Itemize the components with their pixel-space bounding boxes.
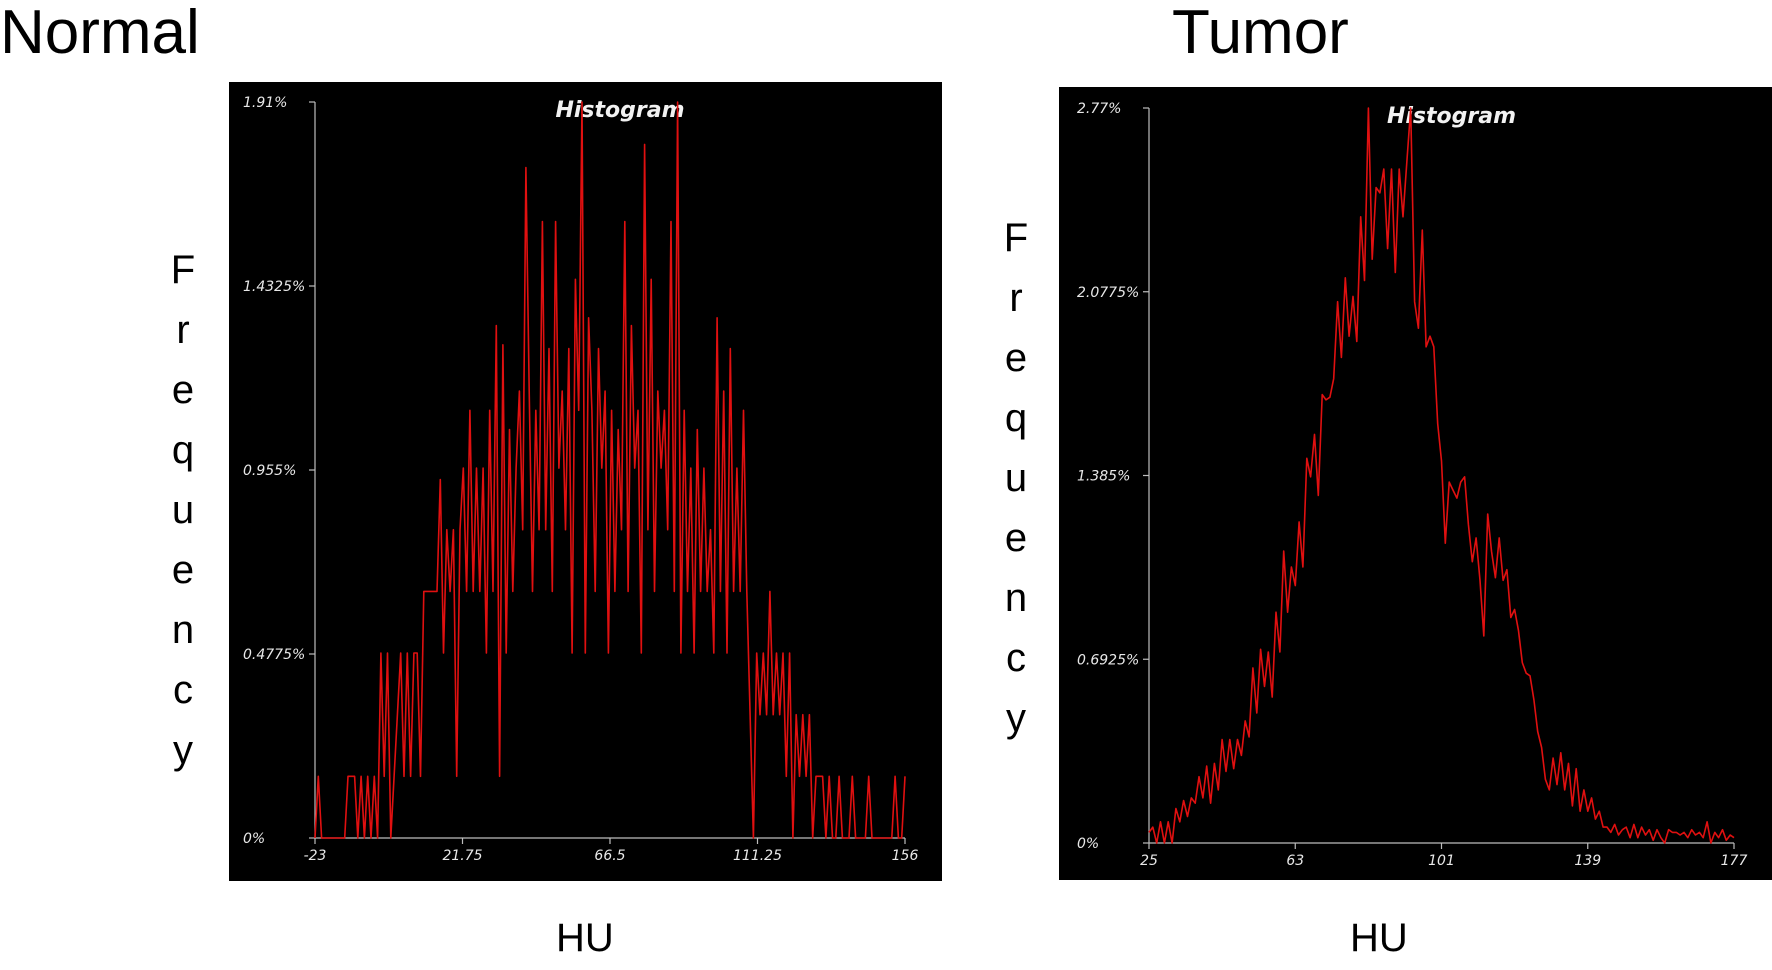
chart-title: Histogram bbox=[555, 98, 684, 123]
x-tick-label: 156 bbox=[892, 848, 919, 864]
x-tick-label: 21.75 bbox=[442, 848, 482, 864]
x-tick-label: 177 bbox=[1721, 853, 1748, 869]
y-tick-label: 0% bbox=[1077, 836, 1099, 852]
x-axis-label-normal: HU bbox=[556, 916, 614, 960]
y-tick-label: 1.385% bbox=[1077, 469, 1130, 485]
x-tick-label: -23 bbox=[304, 848, 327, 864]
y-tick-label: 1.4325% bbox=[243, 279, 305, 295]
panel-title-tumor: Tumor bbox=[1172, 0, 1349, 67]
y-tick-label: 0.955% bbox=[243, 463, 296, 479]
x-tick-label: 139 bbox=[1574, 853, 1601, 869]
y-tick-label: 2.0775% bbox=[1077, 285, 1139, 301]
histogram-chart-tumor: 0% 0.6925% 1.385% 2.0775% 2.77% 25 63 101 139 177… bbox=[1059, 87, 1772, 880]
chart-title: Histogram bbox=[1387, 104, 1516, 129]
y-tick-label: 2.77% bbox=[1077, 101, 1121, 117]
series-line bbox=[1148, 107, 1735, 844]
x-tick-label: 101 bbox=[1428, 853, 1455, 869]
y-tick-label: 0.6925% bbox=[1077, 652, 1139, 668]
y-tick-label: 0% bbox=[243, 831, 265, 847]
x-tick-label: 111.25 bbox=[733, 848, 782, 864]
series-line bbox=[314, 101, 906, 839]
x-tick-label: 66.5 bbox=[594, 848, 625, 864]
x-tick-label: 63 bbox=[1286, 853, 1304, 869]
histogram-chart-normal: 0% 0.4775% 0.955% 1.4325% 1.91% -23 21.75 66.5 1… bbox=[229, 82, 942, 881]
x-tick-label: 25 bbox=[1140, 853, 1158, 869]
y-tick-label: 0.4775% bbox=[243, 647, 305, 663]
x-axis-label-tumor: HU bbox=[1350, 916, 1408, 960]
y-tick-label: 1.91% bbox=[243, 95, 287, 111]
panel-title-normal: Normal bbox=[0, 0, 200, 67]
